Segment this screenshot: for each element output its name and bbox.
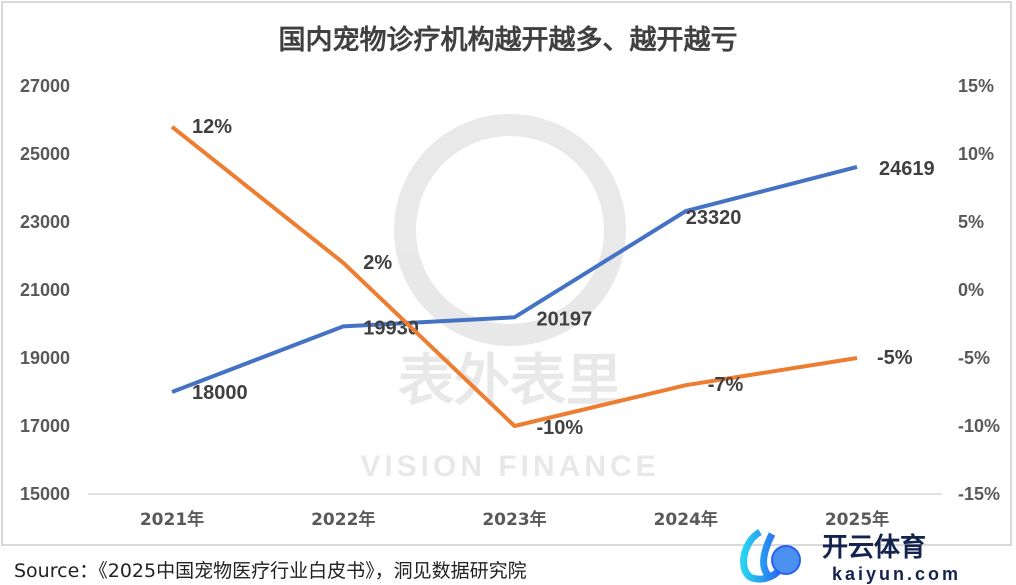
data-label: 20197	[537, 308, 593, 330]
y-left-tick-label: 15000	[20, 484, 70, 504]
data-label: 2%	[363, 252, 392, 274]
series-line-1	[170, 125, 858, 428]
data-label: 12%	[192, 116, 232, 138]
watermark-en: VISION FINANCE	[360, 450, 659, 483]
data-label: -5%	[877, 347, 913, 369]
y-right-tick-label: -10%	[958, 416, 1000, 436]
data-label: -7%	[708, 374, 744, 396]
source-note: Source：《2025中国宠物医疗行业白皮书》，洞见数据研究院	[14, 560, 527, 582]
y-right-tick-label: -15%	[958, 484, 1000, 504]
x-tick-label: 2024年	[654, 509, 718, 530]
x-tick-label: 2023年	[482, 509, 546, 530]
chart-frame	[1, 1, 1012, 546]
y-right-tick-label: 10%	[958, 144, 994, 164]
series-line-0	[171, 165, 858, 394]
chart-title: 国内宠物诊疗机构越开越多、越开越亏	[278, 25, 738, 56]
watermark: 表外表里 VISION FINANCE	[360, 114, 659, 483]
y-left-tick-label: 17000	[20, 416, 70, 436]
y-left-tick-label: 23000	[20, 212, 70, 232]
kaiyun-logo: 开云体育 kaiyun.com	[740, 528, 961, 584]
watermark-cn: 表外表里	[398, 349, 622, 412]
y-right-tick-label: 15%	[958, 76, 994, 96]
x-tick-label: 2025年	[825, 509, 889, 530]
data-label: 24619	[879, 158, 935, 180]
logo-cn: 开云体育	[822, 532, 926, 563]
data-label: 23320	[686, 207, 742, 229]
y-right-tick-label: 5%	[958, 212, 984, 232]
x-tick-label: 2021年	[140, 509, 204, 530]
logo-en: kaiyun.com	[832, 564, 961, 584]
y-right-tick-label: -5%	[958, 348, 990, 368]
data-label: -10%	[537, 417, 584, 439]
y-right-tick-label: 0%	[958, 280, 984, 300]
y-left-tick-label: 19000	[20, 348, 70, 368]
data-label: 18000	[192, 382, 248, 404]
y-left-tick-label: 27000	[20, 76, 70, 96]
x-tick-label: 2022年	[311, 509, 375, 530]
y-left-tick-label: 21000	[20, 280, 70, 300]
y-left-tick-label: 25000	[20, 144, 70, 164]
